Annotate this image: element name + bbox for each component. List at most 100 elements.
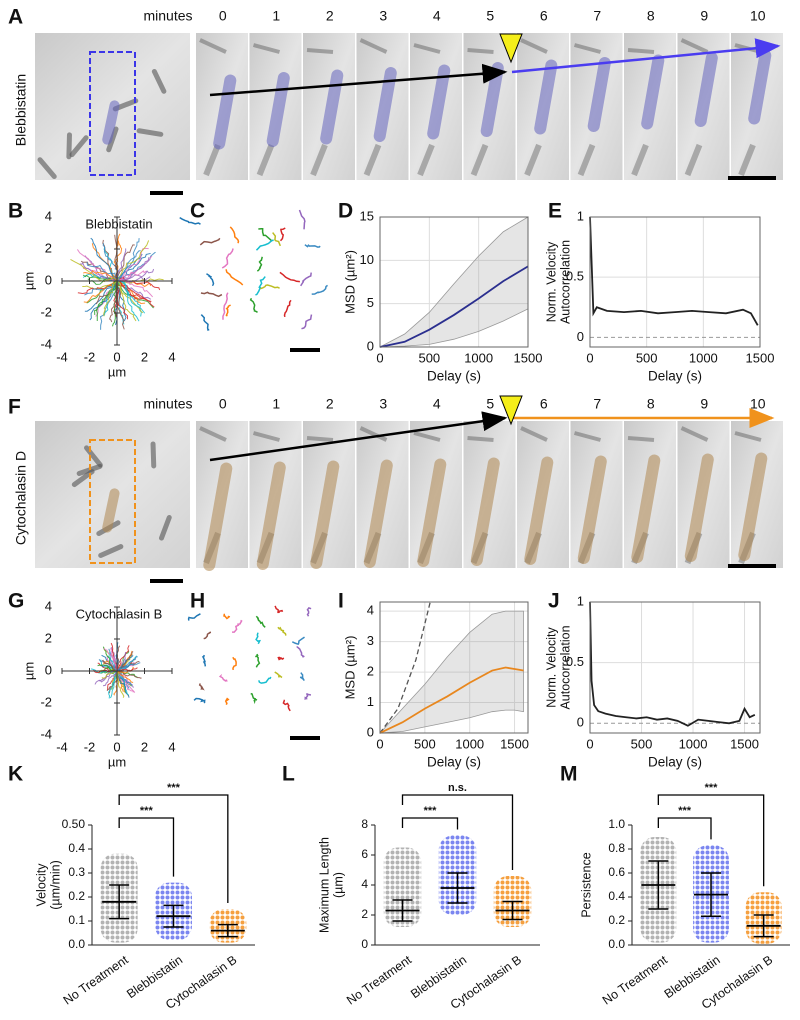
y-tick-label: 4 (361, 877, 368, 891)
cell (738, 452, 768, 561)
rod (199, 426, 227, 442)
cell (373, 66, 397, 143)
rod (627, 436, 655, 442)
significance-label: *** (140, 805, 154, 817)
x-tick-label: 1500 (500, 736, 529, 751)
cell (641, 54, 665, 130)
y-tick-label: 0.1 (68, 913, 85, 927)
panel-label: J (548, 590, 560, 613)
track (249, 297, 258, 313)
frame-label: 4 (433, 8, 441, 24)
track (301, 314, 313, 330)
x-tick-label: 0 (586, 350, 593, 365)
arrow (511, 38, 781, 74)
x-tick-label: 1000 (689, 350, 718, 365)
x-tick-label: 500 (418, 350, 440, 365)
cell (266, 71, 290, 148)
y-axis-label: (µm/min) (48, 860, 62, 910)
track (306, 607, 312, 617)
frame-label: 5 (486, 8, 494, 24)
track (274, 605, 284, 614)
x-tick-label: 500 (636, 350, 658, 365)
sd-band (379, 610, 524, 734)
cell (631, 454, 661, 563)
y-tick-label: 5 (367, 295, 374, 310)
panel-label: L (282, 763, 295, 786)
frame-label: 9 (700, 8, 708, 24)
track (258, 227, 273, 242)
y-tick-label: 6 (361, 847, 368, 861)
cell (524, 456, 554, 565)
track (272, 232, 282, 247)
condition-label: Blebbistatin (13, 74, 29, 146)
y-tick-label: 10 (360, 252, 374, 267)
track (95, 280, 118, 321)
cell (320, 69, 344, 145)
track (277, 656, 285, 661)
arrow (209, 63, 508, 97)
rod (252, 43, 281, 54)
track (256, 256, 263, 272)
x-tick-label: 500 (631, 736, 653, 751)
y-tick-label: 0 (361, 937, 368, 951)
x-axis-label: Delay (s) (648, 369, 702, 384)
point-spread (383, 847, 422, 927)
rod (151, 68, 167, 94)
rod (84, 445, 103, 468)
panel-label: A (8, 6, 23, 29)
rod (359, 426, 388, 442)
panel-label: F (8, 396, 21, 419)
track (116, 656, 138, 672)
frame-label: 4 (433, 396, 441, 412)
y-tick-label: 0.0 (68, 937, 85, 951)
significance-bracket (118, 794, 229, 903)
x-tick-label: 1500 (730, 736, 759, 751)
track (277, 626, 287, 636)
panel-label: C (190, 200, 205, 223)
y-tick-label: 4 (367, 603, 374, 618)
plot-frame (589, 216, 761, 348)
track (255, 632, 261, 645)
significance-label: *** (705, 782, 719, 794)
track (116, 670, 125, 698)
panel-label: B (8, 200, 23, 223)
track (232, 656, 237, 671)
y-tick-label: 2 (45, 240, 52, 255)
track (258, 676, 272, 684)
track (303, 692, 312, 700)
x-tick-label: 1000 (455, 736, 484, 751)
y-tick-label: 0.6 (608, 865, 625, 879)
rod (252, 431, 281, 442)
x-tick-label: 1000 (464, 350, 493, 365)
significance-bracket (657, 817, 712, 840)
track (116, 244, 135, 282)
track (102, 659, 118, 672)
track (225, 269, 244, 286)
rod (573, 431, 602, 442)
panel-label: G (8, 590, 24, 613)
track (224, 697, 230, 705)
track (282, 699, 291, 712)
track (93, 669, 118, 674)
y-tick-label: 0.4 (608, 889, 625, 903)
track (250, 692, 258, 705)
frame-label: 2 (326, 8, 334, 24)
x-axis-label: µm (108, 754, 126, 769)
y-axis-label: Persistence (579, 852, 593, 917)
y-tick-label: 4 (45, 208, 52, 223)
rod (199, 38, 227, 54)
panel-label: H (190, 590, 205, 613)
track (223, 613, 231, 620)
frame-label: 7 (593, 8, 601, 24)
track (102, 646, 118, 672)
y-tick-label: 2 (45, 630, 52, 645)
x-tick-label: No Treatment (61, 952, 131, 1007)
x-tick-label: 0 (113, 349, 120, 364)
cell (534, 59, 558, 135)
track (108, 648, 118, 672)
cell (256, 461, 286, 570)
track (255, 276, 266, 296)
plot-frame (379, 216, 529, 348)
frame-label: 6 (540, 8, 548, 24)
